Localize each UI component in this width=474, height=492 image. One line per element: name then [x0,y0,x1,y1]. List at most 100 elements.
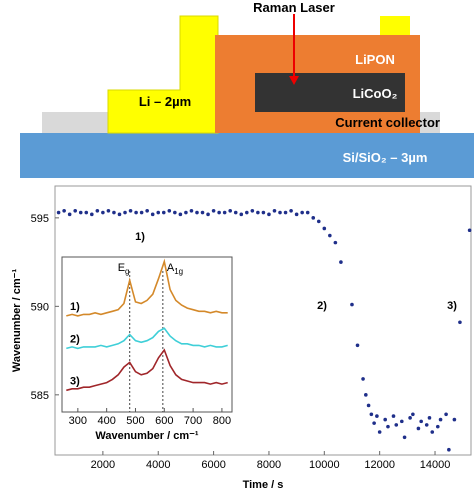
peak-label: A1g [167,262,183,276]
peak-label: Eg [118,262,130,276]
data-point [78,210,83,215]
data-point [419,419,423,424]
data-point [328,233,332,238]
data-point [369,412,374,417]
data-point [156,210,161,215]
data-point [233,210,238,215]
data-point [206,212,210,217]
data-point [361,377,365,381]
data-point [245,210,249,215]
plot-frame [54,185,472,456]
data-point [447,447,451,452]
laser-label: Raman Laser [253,0,335,15]
data-point [195,210,199,215]
data-point [272,208,277,213]
data-point [355,343,360,348]
y-axis-label: Wavenumber / cm⁻¹ [11,269,23,373]
x-tick-label: 8000 [257,459,281,471]
data-point [333,240,338,245]
series-label: 2) [70,333,80,345]
peak-label-sub: 1g [174,267,183,276]
data-point [467,228,472,233]
data-point [294,212,299,217]
collector-label: Current collector [335,115,440,130]
data-point [67,212,72,217]
li-top [380,16,410,36]
data-point [394,423,399,427]
y-tick-label: 585 [31,390,49,402]
data-point [411,412,415,417]
x-tick-label: 10000 [309,459,340,471]
data-point [267,212,271,217]
data-point [386,424,390,429]
data-point [416,426,421,431]
data-point [250,208,255,213]
data-point [161,210,166,215]
x-axis-label: Time / s [243,479,284,491]
data-point [427,416,432,420]
data-point [95,208,100,213]
lipon-label: LiPON [355,52,395,67]
data-point [173,210,177,215]
data-point [134,210,138,215]
x-tick-label: 12000 [364,459,395,471]
data-point [184,210,188,215]
data-point [62,208,66,213]
data-point [128,208,133,213]
x-tick-label: 800 [213,415,231,427]
data-point [256,210,260,215]
substrate-label: Si/SiO₂ – 3µm [343,150,428,165]
data-point [383,417,387,422]
data-point [435,424,440,429]
x-tick-label: 6000 [201,459,225,471]
x-axis-label: Wavenumber / cm⁻¹ [95,430,199,442]
x-tick-label: 500 [126,415,144,427]
licoo2-label: LiCoO₂ [353,86,398,101]
data-point [106,208,111,213]
data-point [438,417,443,422]
data-point [278,210,282,215]
data-point [189,208,194,213]
y-tick-label: 590 [31,301,49,313]
li-label: Li – 2µm [139,94,191,109]
peak-label-base: E [118,262,125,274]
data-point [400,419,404,424]
data-point [228,208,233,213]
series-label: 1) [70,301,80,313]
data-point [73,208,78,213]
spectrum [66,258,228,317]
licoo2-layer [255,73,405,112]
data-point [117,212,122,217]
data-point [84,210,89,215]
peak-label-base: A [167,262,175,274]
data-point [56,210,61,215]
data-point [300,210,304,215]
annotation: 2) [317,300,327,312]
x-tick-label: 300 [69,415,87,427]
li-layer [107,15,219,134]
data-point [322,226,327,231]
data-point [101,210,105,215]
data-point [289,208,293,213]
data-point [364,393,368,397]
data-point [350,302,354,307]
x-tick-label: 700 [184,415,202,427]
data-point [167,208,172,213]
spectrum [66,327,228,350]
x-tick-label: 2000 [91,459,115,471]
data-point [145,208,149,213]
data-point [375,414,379,418]
data-point [211,208,216,213]
data-point [452,417,457,422]
inset-frame [61,256,233,413]
peak-label-sub: g [125,267,129,276]
x-tick-label: 4000 [146,459,170,471]
data-point [391,414,396,418]
data-point [311,216,316,220]
substrate [20,133,474,178]
x-tick-label: 400 [97,415,115,427]
schematic: Raman Laser LiPON LiCoO₂ Li – 2µm Curren… [20,0,474,178]
data-point [377,430,382,434]
